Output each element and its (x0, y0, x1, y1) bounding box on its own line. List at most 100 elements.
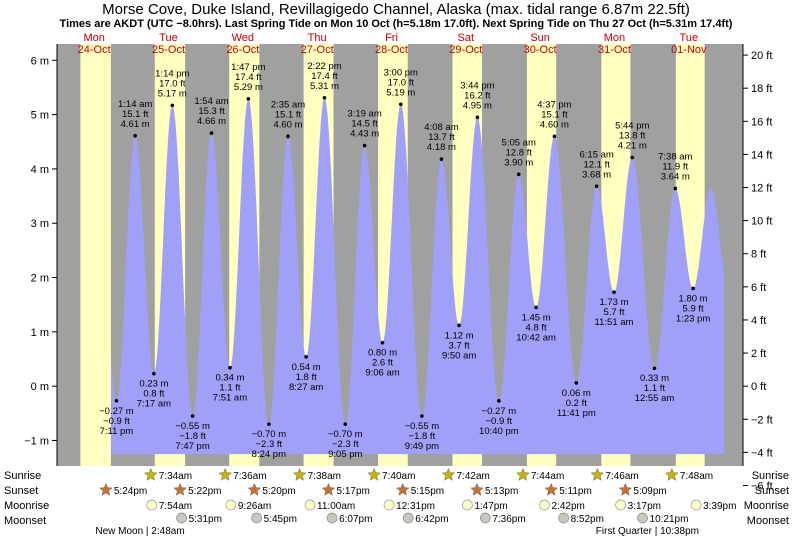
right-tick-label-3: 0 ft (751, 381, 766, 393)
tide-label-19-2: 16.2 ft (464, 90, 491, 101)
sunset-time-2: 5:20pm (262, 486, 295, 497)
left-tick-label-7: 6 m (31, 55, 49, 67)
tide-label-15-1: 3:00 pm (384, 67, 418, 78)
sunset-icon-0 (99, 482, 113, 496)
tide-label-19-3: 4.95 m (463, 100, 492, 111)
tide-area (111, 98, 725, 455)
tide-label-18-1: 1.12 m (445, 330, 474, 341)
tide-label-11-2: 17.4 ft (311, 71, 338, 82)
tide-point-3 (170, 103, 175, 108)
tide-label-1-2: 15.1 ft (122, 109, 149, 120)
day-name-3: Thu (308, 32, 327, 44)
tide-label-29-1: 7:38 am (658, 151, 692, 162)
tide-point-29 (673, 186, 678, 191)
left-tick-label-3: 2 m (31, 273, 49, 285)
tide-label-23-2: 15.1 ft (541, 109, 568, 120)
sunset-row-label-right: Sunset (755, 485, 789, 497)
tide-point-0 (114, 399, 119, 403)
tide-point-5 (209, 131, 214, 135)
sunset-icon-3 (321, 482, 336, 496)
sunrise-row-label-right: Sunrise (752, 470, 789, 482)
tide-curve (111, 98, 725, 455)
tide-label-0-1: −0.27 m (99, 406, 134, 417)
moonrise-row-label: Moonrise (4, 500, 49, 512)
sunset-icon-4 (395, 482, 410, 496)
tide-label-29-2: 11.9 ft (662, 161, 688, 172)
tide-label-22-2: 4.8 ft (526, 322, 547, 333)
right-tick-label-0: −6 ft (751, 480, 773, 492)
moon-phase-1: First Quarter | 10:38pm (596, 526, 699, 537)
tide-label-24-3: 11:41 pm (557, 408, 596, 419)
tide-label-22-1: 1.45 m (522, 312, 551, 323)
tide-label-9-2: 15.1 ft (275, 109, 302, 120)
moonrise-icon-1 (225, 499, 237, 511)
tide-label-6-2: 1.1 ft (219, 383, 240, 394)
moonrise-icon-5 (539, 499, 550, 511)
sunrise-row-label: Sunrise (4, 470, 41, 482)
sunrise-icon-4 (441, 467, 456, 481)
sunset-icon-7 (618, 482, 633, 496)
sunrise-icon-3 (367, 467, 381, 481)
tide-label-14-1: 0.80 m (368, 348, 397, 359)
tide-label-15-3: 5.19 m (386, 87, 415, 98)
tide-label-28-1: 0.33 m (640, 373, 669, 384)
tide-label-28-2: 1.1 ft (644, 383, 665, 394)
sunrise-time-7: 7:48am (680, 471, 713, 482)
tide-label-25-2: 12.1 ft (583, 159, 610, 170)
tide-label-5-1: 1:54 am (194, 96, 228, 107)
tide-label-22-3: 10:42 am (516, 332, 556, 343)
tide-point-19 (475, 115, 480, 120)
moonset-icon-2 (326, 512, 338, 524)
moonset-time-3: 6:42pm (415, 514, 448, 525)
right-tick-label-1: −4 ft (751, 447, 773, 459)
sunset-time-1: 5:22pm (188, 486, 221, 497)
right-tick-label-2: −2 ft (751, 414, 773, 426)
tide-label-3-3: 5.17 m (158, 88, 187, 99)
tide-point-12 (343, 422, 348, 426)
sunset-row-label: Sunset (4, 485, 38, 497)
moonrise-time-0: 7:54am (159, 501, 192, 512)
left-tick-label-1: 0 m (31, 381, 49, 393)
moonrise-icon-3 (383, 499, 395, 511)
day-date-6: 30-Oct (524, 44, 557, 56)
day-date-7: 31-Oct (598, 44, 631, 56)
tide-label-26-2: 5.7 ft (603, 307, 624, 318)
astronomy-table: Sunrise Sunset Moonrise Moonset Sunrise … (4, 467, 789, 537)
tide-label-18-3: 9:50 am (442, 350, 476, 361)
tide-label-10-3: 8:27 am (289, 382, 323, 393)
left-tick-label-5: 4 m (31, 164, 49, 176)
tide-label-15-2: 17.0 ft (388, 77, 415, 88)
sunset-icon-2 (247, 482, 262, 496)
sunrise-icon-1 (218, 467, 233, 481)
right-tick-label-11: 16 ft (751, 116, 772, 128)
right-tick-label-6: 6 ft (751, 282, 766, 294)
sunrise-time-5: 7:44am (531, 471, 564, 482)
tide-label-13-2: 14.5 ft (351, 119, 378, 130)
tide-label-2-1: 0.23 m (139, 379, 168, 390)
moonrise-icon-7 (690, 499, 702, 511)
tide-point-15 (398, 102, 403, 107)
tide-label-16-3: 9:49 pm (405, 441, 439, 452)
moonset-time-4: 7:36pm (492, 514, 525, 525)
tide-label-24-1: 0.06 m (562, 388, 591, 399)
moonset-icon-5 (558, 512, 569, 524)
tide-label-20-1: −0.27 m (482, 406, 517, 417)
moonset-icon-4 (480, 512, 491, 524)
day-name-0: Mon (83, 32, 104, 44)
tide-label-12-3: 9:05 pm (328, 449, 362, 460)
day-date-4: 28-Oct (375, 44, 408, 56)
tide-label-30-1: 1.80 m (679, 293, 708, 304)
day-date-1: 25-Oct (152, 44, 185, 56)
tide-point-23 (552, 134, 557, 139)
tide-point-14 (380, 340, 385, 345)
tide-point-13 (362, 143, 367, 148)
sunset-icon-1 (173, 482, 187, 496)
tide-label-23-3: 4.60 m (540, 119, 569, 130)
moonset-time-5: 8:52pm (571, 514, 604, 525)
left-tick-label-4: 3 m (31, 218, 49, 230)
tide-label-3-1: 1:14 pm (155, 68, 189, 79)
sunrise-time-0: 7:34am (159, 471, 192, 482)
right-tick-label-5: 4 ft (751, 315, 766, 327)
sunrise-time-4: 7:42am (456, 471, 489, 482)
